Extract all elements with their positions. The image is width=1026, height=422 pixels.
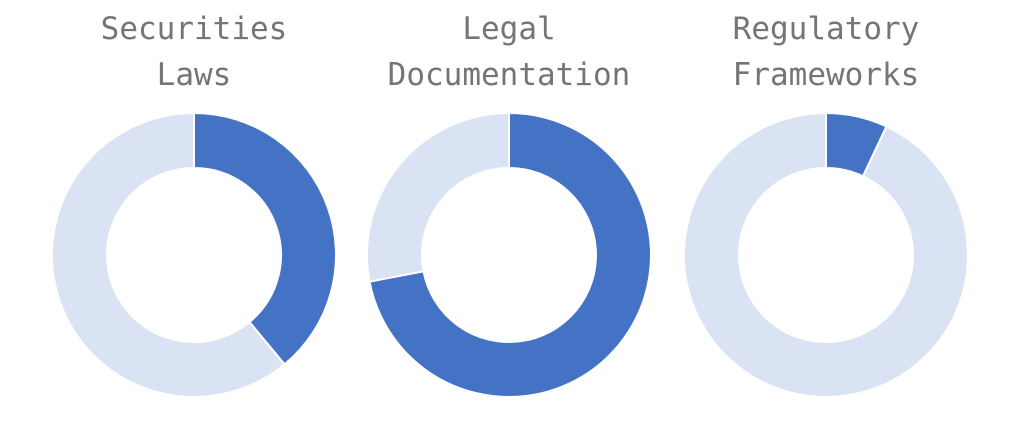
donut-slice-primary — [368, 111, 652, 398]
donut-title-line-2: Documentation — [387, 57, 631, 93]
donut-title: Legal Documentation — [359, 6, 659, 98]
donut-slice-remainder — [683, 111, 969, 398]
donut-panel-legal-documentation: Legal Documentation — [359, 0, 659, 422]
donut-title-line-1: Regulatory — [732, 11, 920, 47]
donut-chart-securities-laws — [51, 111, 337, 398]
donut-title-line-1: Legal — [462, 11, 556, 47]
donut-title-line-1: Securities — [100, 11, 288, 47]
donut-title-line-2: Laws — [156, 57, 232, 93]
donut-slice-remainder — [51, 111, 286, 398]
donut-title-line-2: Frameworks — [732, 57, 920, 93]
donut-slice-remainder — [366, 111, 510, 283]
donut-panel-regulatory-frameworks: Regulatory Frameworks — [676, 0, 976, 422]
donut-chart-legal-documentation — [366, 111, 652, 398]
donut-title: Securities Laws — [44, 6, 344, 98]
donut-panel-securities-laws: Securities Laws — [44, 0, 344, 422]
donut-slice-primary — [193, 111, 337, 366]
donut-chart-regulatory-frameworks — [683, 111, 969, 398]
donut-title: Regulatory Frameworks — [676, 6, 976, 98]
